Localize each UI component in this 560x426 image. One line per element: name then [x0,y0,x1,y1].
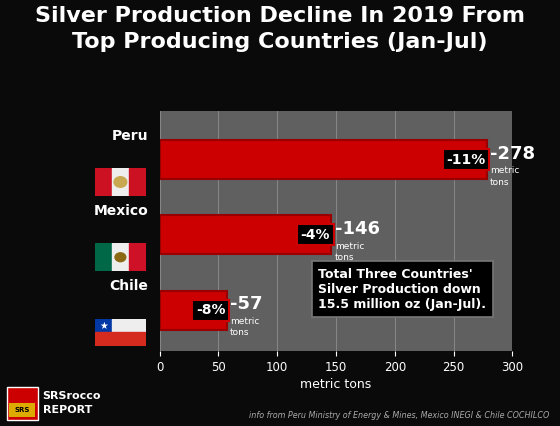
Bar [129,168,146,196]
Text: tons: tons [490,178,510,187]
Bar [112,168,129,196]
Bar [112,319,146,332]
Circle shape [114,177,127,187]
Bar [95,332,146,346]
Text: -4%: -4% [301,228,330,242]
Circle shape [115,253,126,262]
Text: -57: -57 [230,295,263,313]
Text: -11%: -11% [446,153,486,167]
Bar [112,243,129,271]
Bar [95,243,112,271]
Text: REPORT: REPORT [43,405,92,415]
Text: SRSrocco: SRSrocco [43,391,101,401]
FancyBboxPatch shape [7,387,38,420]
Bar [160,215,332,254]
Text: Top Producing Countries (Jan-Jul): Top Producing Countries (Jan-Jul) [72,32,488,52]
Text: metric: metric [230,317,259,326]
Text: Mexico: Mexico [94,204,148,218]
Text: info from Peru Ministry of Energy & Mines, Mexico INEGI & Chile COCHILCO: info from Peru Ministry of Energy & Mine… [249,411,549,420]
Text: -278: -278 [490,145,535,163]
Bar [95,168,112,196]
Text: -8%: -8% [196,303,226,317]
Bar [95,319,112,332]
Text: Total Three Countries'
Silver Production down
15.5 million oz (Jan-Jul).: Total Three Countries' Silver Production… [318,268,486,311]
X-axis label: metric tons: metric tons [300,378,372,391]
FancyBboxPatch shape [9,403,35,417]
Text: -146: -146 [335,220,380,238]
Bar [160,291,227,330]
Text: metric: metric [335,242,364,250]
Bar [160,140,487,179]
Text: ★: ★ [99,320,108,331]
Text: Silver Production Decline In 2019 From: Silver Production Decline In 2019 From [35,6,525,26]
Text: tons: tons [335,253,354,262]
Text: SRS: SRS [14,407,30,413]
Text: Chile: Chile [110,279,148,293]
Text: tons: tons [230,328,250,337]
Bar [129,243,146,271]
Text: Peru: Peru [112,129,148,143]
Text: metric: metric [490,167,520,176]
